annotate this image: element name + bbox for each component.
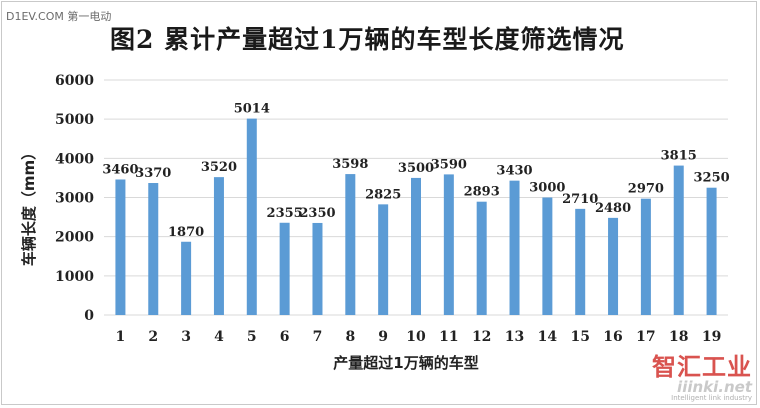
data-label: 3460: [102, 162, 138, 177]
bar: [378, 204, 389, 315]
x-tick-label: 5: [247, 329, 257, 345]
y-tick-label: 5000: [55, 112, 94, 128]
bar: [411, 177, 421, 315]
x-tick-label: 3: [181, 329, 191, 345]
data-label: 3815: [661, 149, 697, 164]
bar: [706, 187, 717, 315]
bar: [542, 197, 553, 315]
y-tick-label: 3000: [55, 191, 94, 207]
bar: [148, 183, 159, 315]
x-tick-label: 13: [505, 329, 524, 345]
bar: [476, 201, 487, 315]
x-tick-label: 14: [538, 329, 558, 345]
y-tick-label: 6000: [55, 73, 94, 89]
data-label: 2893: [464, 185, 500, 200]
data-label: 3590: [431, 157, 467, 172]
x-tick-label: 1: [116, 329, 126, 345]
x-tick-label: 17: [636, 329, 655, 345]
bar: [608, 217, 619, 315]
bar: [575, 208, 586, 315]
bar: [443, 174, 454, 315]
x-tick-label: 6: [280, 329, 290, 345]
watermark-text: D1EV.COM 第一电动: [6, 10, 112, 23]
x-tick-label: 10: [406, 329, 426, 345]
data-label: 3370: [135, 166, 171, 181]
chart-title: 图2 累计产量超过1万辆的车型长度筛选情况: [110, 25, 625, 54]
bar: [673, 165, 684, 315]
bar: [246, 118, 257, 315]
data-label: 1870: [168, 225, 204, 240]
data-label: 3000: [529, 181, 565, 196]
bar: [279, 222, 290, 315]
data-label: 3430: [496, 164, 532, 179]
data-label: 2710: [562, 192, 598, 207]
y-tick-label: 4000: [55, 151, 94, 167]
x-tick-label: 19: [702, 329, 721, 345]
y-tick-label: 2000: [55, 230, 94, 246]
data-label: 2970: [628, 182, 664, 197]
bar: [312, 222, 323, 315]
bar: [509, 180, 520, 315]
brand-logo-text: 智汇工业: [652, 353, 752, 381]
x-axis-title: 产量超过1万辆的车型: [333, 354, 478, 372]
y-tick-label: 1000: [55, 269, 94, 285]
bar: [345, 174, 356, 315]
data-label: 3520: [201, 160, 237, 175]
brand-site-text: iiinki.net: [677, 378, 752, 396]
x-tick-label: 8: [345, 329, 355, 345]
x-tick-label: 9: [378, 329, 388, 345]
x-tick-label: 15: [570, 329, 589, 345]
x-tick-label: 11: [439, 329, 458, 345]
x-tick-label: 4: [214, 329, 224, 345]
x-tick-label: 7: [313, 329, 323, 345]
y-tick-label: 0: [84, 308, 94, 324]
data-label: 3598: [332, 157, 368, 172]
x-tick-label: 18: [669, 329, 688, 345]
brand-tagline: Intelligent link industry: [671, 394, 752, 402]
data-label: 2480: [595, 201, 631, 216]
bar: [213, 177, 224, 315]
x-tick-label: 12: [472, 329, 491, 345]
x-tick-label: 2: [148, 329, 158, 345]
bar: [181, 241, 192, 315]
bar: [115, 179, 126, 315]
data-label: 3250: [693, 171, 729, 186]
y-axis-title: 车辆长度（mm）: [20, 145, 38, 266]
data-label: 2350: [299, 206, 335, 221]
bar: [640, 198, 651, 315]
data-label: 2355: [267, 206, 303, 221]
brand-site: iiinki.net Intelligent link industry: [671, 378, 752, 402]
x-tick-label: 16: [603, 329, 622, 345]
data-label: 2825: [365, 187, 401, 202]
data-label: 3500: [398, 161, 434, 176]
data-label: 5014: [234, 102, 270, 117]
